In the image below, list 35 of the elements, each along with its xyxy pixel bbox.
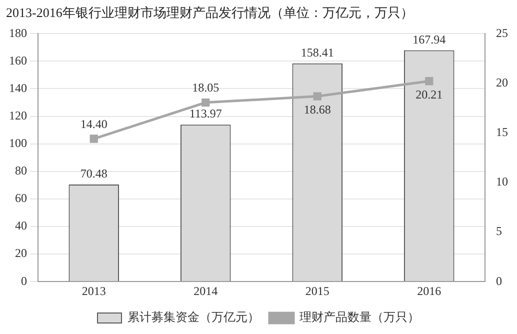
data-label: 167.94 bbox=[412, 32, 446, 46]
data-label: 18.05 bbox=[192, 80, 220, 95]
point bbox=[90, 134, 98, 143]
x-tick-label: 2013 bbox=[82, 284, 106, 298]
y-tick-label: 0 bbox=[21, 274, 27, 288]
y-tick-label: 180 bbox=[9, 26, 27, 40]
x-tick-label: 2015 bbox=[305, 284, 330, 298]
y-tick-label: 40 bbox=[15, 218, 27, 233]
data-label: 70.48 bbox=[80, 166, 108, 181]
y-tick-label: 80 bbox=[15, 164, 27, 178]
y2-tick-label: 15 bbox=[496, 124, 508, 139]
data-label: 158.41 bbox=[300, 46, 334, 60]
point bbox=[313, 92, 322, 100]
y-tick-label: 160 bbox=[9, 53, 27, 68]
point bbox=[425, 77, 434, 86]
data-label: 20.21 bbox=[416, 87, 443, 102]
data-label: 14.40 bbox=[80, 116, 108, 131]
x-tick-label: 2014 bbox=[194, 284, 218, 298]
data-label: 113.97 bbox=[189, 106, 222, 121]
y-tick-label: 140 bbox=[9, 80, 27, 95]
chart-title: 2013-2016年银行业理财市场理财产品发行情况（单位：万亿元，万只） bbox=[6, 5, 414, 20]
legend-label: 累计募集资金（万亿元） bbox=[128, 310, 260, 324]
y2-tick-label: 25 bbox=[496, 26, 508, 40]
data-label: 18.68 bbox=[304, 102, 331, 116]
point bbox=[202, 98, 210, 107]
y-tick-label: 120 bbox=[9, 108, 27, 122]
y-tick-label: 20 bbox=[15, 246, 27, 260]
y2-tick-label: 10 bbox=[496, 174, 508, 189]
y-tick-label: 100 bbox=[9, 136, 27, 150]
y2-tick-label: 5 bbox=[496, 224, 502, 238]
legend-label: 理财产品数量（万只） bbox=[300, 310, 420, 324]
y-tick-label: 60 bbox=[15, 191, 27, 206]
y2-tick-label: 0 bbox=[496, 274, 502, 288]
x-tick-label: 2016 bbox=[417, 284, 442, 298]
y2-tick-label: 20 bbox=[496, 75, 508, 90]
